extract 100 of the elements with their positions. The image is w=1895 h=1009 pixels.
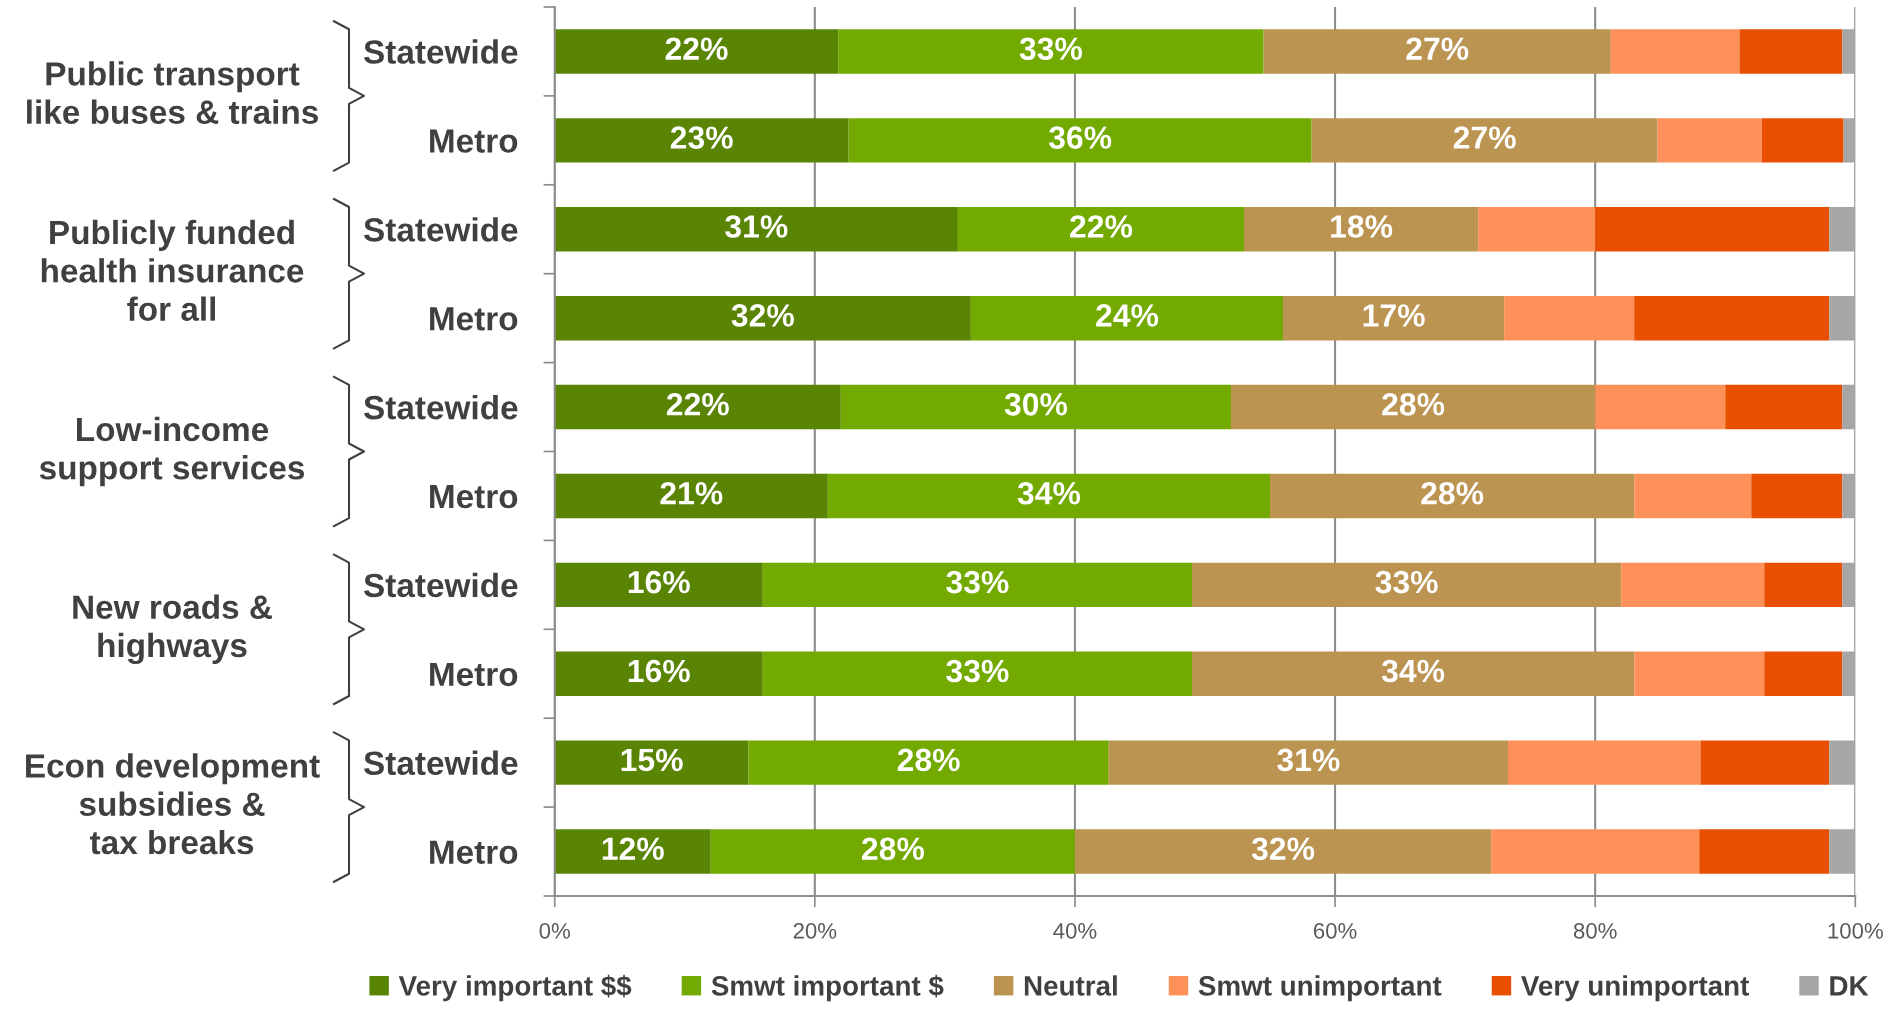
bar bbox=[1508, 740, 1701, 785]
bar bbox=[1634, 473, 1752, 519]
bar bbox=[554, 651, 763, 696]
bar bbox=[1621, 562, 1765, 608]
y-tick-label: Statewide bbox=[363, 217, 518, 242]
x-tick-label: 60% bbox=[1313, 922, 1357, 939]
x-tick-label: 20% bbox=[793, 922, 837, 939]
bar bbox=[1764, 562, 1843, 608]
x-tick-label: 0% bbox=[539, 922, 570, 939]
bar bbox=[1843, 118, 1856, 163]
data-label: 27% bbox=[1453, 126, 1516, 149]
bar bbox=[1074, 829, 1492, 874]
bar bbox=[554, 207, 958, 252]
bar bbox=[1829, 829, 1856, 874]
data-label: 33% bbox=[946, 570, 1009, 594]
data-label: 32% bbox=[731, 304, 794, 327]
bar bbox=[1842, 473, 1856, 519]
data-label: 22% bbox=[665, 37, 728, 60]
bar bbox=[762, 562, 1192, 608]
text: New roads & highways bbox=[73, 594, 272, 665]
bar bbox=[1311, 118, 1658, 163]
data-label: 28% bbox=[897, 748, 960, 772]
bar bbox=[1842, 651, 1856, 696]
text: Publicly funded health insurance for all bbox=[41, 219, 304, 321]
bar bbox=[1283, 295, 1505, 341]
data-label: 33% bbox=[1019, 37, 1083, 61]
bar bbox=[1842, 384, 1856, 430]
bar bbox=[1244, 207, 1479, 252]
bar bbox=[970, 295, 1284, 341]
data-label: 22% bbox=[1070, 215, 1133, 238]
legend-label: Very unimportant bbox=[1521, 975, 1749, 1002]
data-label: 21% bbox=[660, 481, 723, 505]
bar bbox=[840, 384, 1232, 430]
text: Low-income support services bbox=[39, 416, 305, 487]
data-label: 28% bbox=[1421, 481, 1484, 505]
y-tick-label: Metro bbox=[430, 307, 518, 331]
bar bbox=[762, 651, 1192, 696]
bar bbox=[1829, 740, 1856, 785]
bar bbox=[748, 740, 1109, 785]
y-tick-label: Metro bbox=[430, 840, 518, 864]
bar bbox=[1491, 829, 1700, 874]
bar bbox=[1751, 473, 1843, 519]
data-label: 36% bbox=[1048, 126, 1112, 149]
data-label: 17% bbox=[1363, 304, 1425, 327]
bar bbox=[554, 384, 841, 430]
bar bbox=[1634, 295, 1830, 341]
data-label: 32% bbox=[1251, 837, 1315, 861]
data-label: 34% bbox=[1017, 481, 1081, 505]
bar bbox=[1725, 384, 1843, 430]
data-label: 28% bbox=[862, 837, 924, 861]
bar bbox=[838, 29, 1264, 74]
data-label: 16% bbox=[628, 570, 690, 594]
bar bbox=[957, 207, 1245, 252]
data-label: 33% bbox=[1375, 570, 1438, 594]
y-tick-label: Metro bbox=[430, 662, 518, 687]
bar bbox=[1657, 118, 1762, 163]
data-label: 18% bbox=[1331, 215, 1393, 238]
bar bbox=[1842, 562, 1856, 608]
y-tick-label: Statewide bbox=[363, 394, 518, 420]
y-tick-label: Metro bbox=[430, 485, 518, 509]
bar bbox=[1595, 207, 1830, 252]
bar bbox=[554, 740, 749, 785]
bar bbox=[1504, 295, 1635, 341]
bar bbox=[1829, 295, 1856, 341]
bar bbox=[1191, 562, 1622, 608]
bar bbox=[1842, 29, 1856, 74]
bar bbox=[848, 118, 1312, 163]
data-label: 16% bbox=[628, 659, 690, 683]
bar bbox=[554, 29, 839, 74]
bar bbox=[1764, 651, 1843, 696]
bar bbox=[1263, 29, 1611, 74]
bar bbox=[554, 118, 849, 163]
bar bbox=[1700, 740, 1830, 785]
x-tick-label: 100% bbox=[1828, 922, 1883, 939]
data-label: 30% bbox=[1004, 393, 1068, 416]
data-label: 24% bbox=[1096, 304, 1159, 327]
data-label: 12% bbox=[602, 837, 664, 861]
legend-label: Very important $$ bbox=[398, 974, 632, 1002]
bar bbox=[1595, 384, 1726, 430]
text: Econ development subsidies & tax breaks bbox=[26, 753, 320, 855]
bar bbox=[1478, 207, 1596, 252]
bar bbox=[1108, 740, 1509, 785]
y-tick-label: Metro bbox=[430, 129, 518, 153]
bar bbox=[827, 473, 1271, 519]
x-tick-label: 40% bbox=[1053, 922, 1097, 939]
data-label: 23% bbox=[670, 126, 733, 149]
legend-label: DK bbox=[1830, 976, 1869, 996]
data-label: 34% bbox=[1381, 659, 1445, 683]
data-label: 33% bbox=[946, 659, 1009, 683]
bar bbox=[1761, 118, 1844, 163]
data-label: 28% bbox=[1382, 393, 1445, 416]
bar bbox=[710, 829, 1075, 874]
bar bbox=[1191, 651, 1635, 696]
text: Public transport like buses & trains bbox=[27, 61, 318, 125]
y-tick-label: Statewide bbox=[363, 39, 518, 64]
data-label: 15% bbox=[621, 748, 683, 772]
data-label: 31% bbox=[725, 215, 788, 238]
bar bbox=[554, 473, 828, 519]
bar bbox=[1610, 29, 1740, 74]
bar bbox=[1699, 829, 1830, 874]
